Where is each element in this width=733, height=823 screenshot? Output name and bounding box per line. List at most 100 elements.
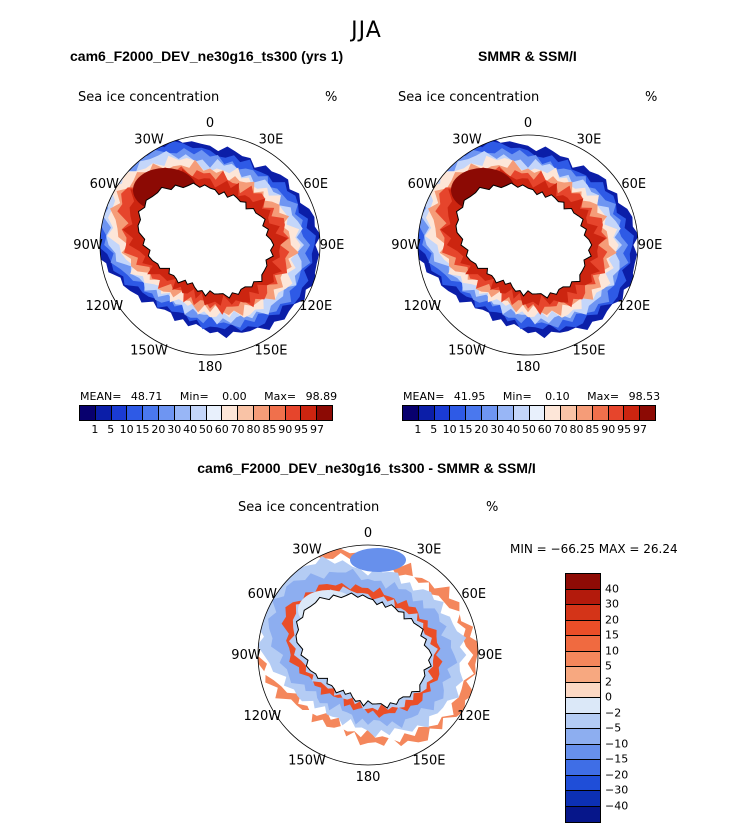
colorbar-swatch bbox=[301, 406, 318, 420]
panel2-max-label: Max= bbox=[587, 390, 620, 403]
panel1-mean-label: MEAN= bbox=[80, 390, 122, 403]
longitude-label: 120W bbox=[403, 299, 441, 314]
panel1-max-label: Max= bbox=[264, 390, 297, 403]
colorbar-tick-label: 30 bbox=[605, 597, 619, 611]
panel3-variable-label: Sea ice concentration bbox=[238, 500, 380, 515]
longitude-label: 0 bbox=[206, 116, 214, 131]
colorbar-swatch bbox=[566, 605, 600, 621]
antarctica-coastline bbox=[455, 182, 593, 299]
longitude-label: 30W bbox=[292, 542, 322, 557]
colorbar-swatch bbox=[566, 713, 600, 729]
colorbar-tick-label: −10 bbox=[605, 737, 629, 750]
colorbar-tick-label: 70 bbox=[553, 423, 568, 436]
colorbar-swatch bbox=[95, 406, 112, 420]
colorbar-tick-label: 40 bbox=[506, 423, 521, 436]
colorbar-swatch bbox=[566, 760, 600, 776]
colorbar-tick-label: 0 bbox=[605, 690, 612, 704]
longitude-label: 60E bbox=[621, 177, 646, 192]
antarctica-coastline bbox=[137, 182, 275, 299]
colorbar-tick-label: 5 bbox=[430, 423, 438, 436]
longitude-label: 30E bbox=[259, 132, 284, 147]
colorbar-tick-label: 5 bbox=[107, 423, 115, 436]
map-boundary bbox=[257, 544, 479, 766]
longitude-label: 120E bbox=[617, 299, 650, 314]
longitude-label: 150E bbox=[254, 344, 287, 359]
colorbar-tick-label: 85 bbox=[262, 423, 277, 436]
colorbar-tick-label: 1 bbox=[414, 423, 422, 436]
colorbar-tick-label: 20 bbox=[474, 423, 489, 436]
panel2-title: SMMR & SSM/I bbox=[478, 48, 577, 64]
longitude-label: 90W bbox=[73, 238, 103, 253]
colorbar-tick-label: 30 bbox=[167, 423, 182, 436]
colorbar-tick-label: 50 bbox=[521, 423, 536, 436]
panel3-title: cam6_F2000_DEV_ne30g16_ts300 - SMMR & SS… bbox=[197, 460, 536, 476]
colorbar-swatch bbox=[434, 406, 451, 420]
panel2-mean-label: MEAN= bbox=[403, 390, 445, 403]
colorbar-tick-label: 97 bbox=[309, 423, 324, 436]
colorbar-tick-label: 90 bbox=[601, 423, 616, 436]
longitude-label: 60E bbox=[461, 587, 486, 602]
panel2-mean-value: 41.95 bbox=[453, 390, 486, 403]
colorbar-swatch bbox=[566, 744, 600, 760]
colorbar-swatch bbox=[127, 406, 144, 420]
panel2-polar-map: 0 30E 60E 90E 120E 150E 180 150W 120W 90W 60W 30W bbox=[391, 116, 662, 375]
colorbar-tick-label: 1 bbox=[91, 423, 99, 436]
colorbar-swatch bbox=[418, 406, 435, 420]
colorbar-tick-label: 15 bbox=[458, 423, 473, 436]
panel1-colorbar bbox=[79, 405, 333, 421]
difference-band bbox=[350, 548, 406, 572]
map-boundary bbox=[99, 134, 321, 356]
panel2-colorbar-ticks: 1 5 10 15 20 30 40 50 60 70 80 85 90 95 97 bbox=[410, 423, 648, 436]
longitude-label: 150E bbox=[572, 344, 605, 359]
colorbar-tick-label: 30 bbox=[490, 423, 505, 436]
antarctica-coastline bbox=[295, 592, 433, 709]
panel2-colorbar bbox=[402, 405, 656, 421]
colorbar-tick-label: −30 bbox=[605, 783, 629, 797]
colorbar-swatch bbox=[566, 667, 600, 683]
colorbar-swatch bbox=[466, 406, 483, 420]
colorbar-tick-label: 40 bbox=[183, 423, 198, 436]
panel1-mean-value: 48.71 bbox=[130, 390, 163, 403]
longitude-label: 150E bbox=[412, 754, 445, 769]
colorbar-swatch bbox=[566, 636, 600, 652]
longitude-label: 60W bbox=[90, 177, 120, 192]
longitude-label: 90E bbox=[320, 238, 345, 253]
colorbar-swatch bbox=[159, 406, 175, 420]
panel3-minmax: MIN = −66.25 MAX = 26.24 bbox=[510, 542, 678, 556]
longitude-label: 30W bbox=[134, 132, 164, 147]
panel1-title: cam6_F2000_DEV_ne30g16_ts300 (yrs 1) bbox=[70, 48, 344, 64]
colorbar-swatch bbox=[566, 775, 600, 791]
colorbar-swatch bbox=[482, 406, 498, 420]
longitude-label: 30E bbox=[417, 542, 442, 557]
map-boundary bbox=[417, 134, 639, 356]
colorbar-tick-label: 10 bbox=[442, 423, 457, 436]
colorbar-tick-label: 80 bbox=[246, 423, 261, 436]
colorbar-tick-label: 50 bbox=[198, 423, 213, 436]
colorbar-swatch bbox=[206, 406, 223, 420]
longitude-label: 150W bbox=[448, 344, 486, 359]
colorbar-swatch bbox=[566, 698, 600, 714]
colorbar-swatch bbox=[529, 406, 546, 420]
colorbar-swatch bbox=[403, 406, 419, 420]
colorbar-swatch bbox=[566, 620, 600, 636]
longitude-label: 180 bbox=[356, 770, 381, 785]
longitude-label: 30E bbox=[577, 132, 602, 147]
panel1-min-label: Min= bbox=[179, 390, 209, 403]
colorbar-swatch bbox=[222, 406, 239, 420]
longitude-label: 60E bbox=[303, 177, 328, 192]
panel3-polar-map: 0 30E 60E 90E 120E 150E 180 150W 120W 90W 60W 30W bbox=[231, 526, 502, 785]
colorbar-swatch bbox=[576, 406, 593, 420]
colorbar-swatch bbox=[190, 406, 207, 420]
colorbar-tick-label: −2 bbox=[605, 706, 622, 719]
colorbar-tick-label: 20 bbox=[605, 613, 619, 626]
colorbar-tick-label: 10 bbox=[119, 423, 134, 436]
colorbar-tick-label: 40 bbox=[605, 582, 619, 595]
longitude-label: 150W bbox=[130, 344, 168, 359]
colorbar-tick-label: 15 bbox=[605, 628, 619, 642]
colorbar-tick-label: 90 bbox=[278, 423, 293, 436]
colorbar-swatch bbox=[143, 406, 160, 420]
colorbar-tick-label: 60 bbox=[537, 423, 552, 436]
colorbar-swatch bbox=[566, 729, 600, 745]
colorbar-swatch bbox=[561, 406, 577, 420]
colorbar-swatch bbox=[566, 589, 600, 605]
